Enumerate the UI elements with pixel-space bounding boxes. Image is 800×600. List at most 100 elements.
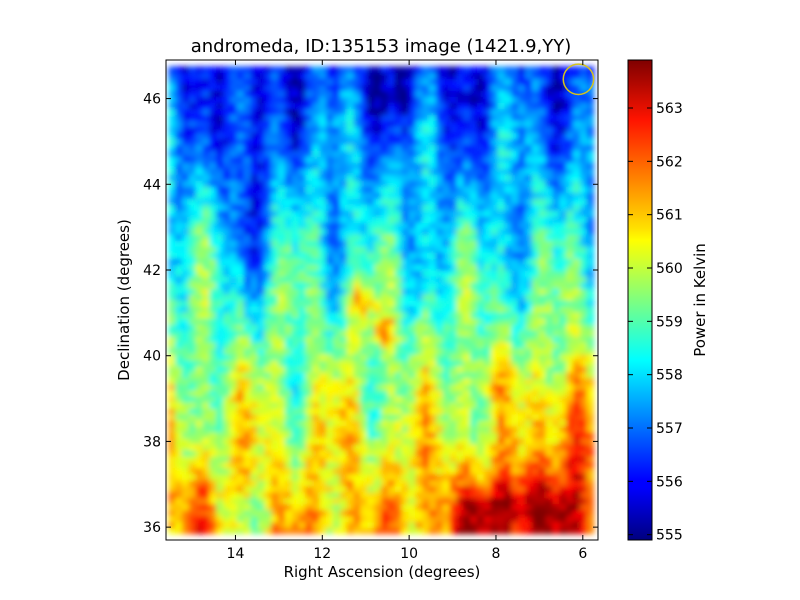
- heatmap-cell: [579, 210, 588, 217]
- heatmap-cell: [428, 102, 437, 109]
- heatmap-cell: [346, 144, 355, 151]
- heatmap-cell: [559, 108, 567, 115]
- heatmap-cell: [181, 210, 190, 217]
- heatmap-cell: [566, 138, 574, 145]
- heatmap-cell: [332, 443, 341, 451]
- heatmap-cell: [243, 527, 252, 535]
- heatmap-cell: [470, 515, 478, 523]
- heatmap-cell: [168, 210, 176, 217]
- heatmap-cell: [367, 240, 375, 247]
- heatmap-cell: [470, 521, 478, 529]
- colorbar-tick-label: 556: [656, 474, 683, 490]
- heatmap-cell: [332, 234, 341, 241]
- heatmap-cell: [483, 305, 492, 313]
- heatmap-cell: [312, 329, 320, 337]
- heatmap-cell: [277, 329, 286, 337]
- heatmap-cell: [236, 240, 245, 247]
- heatmap-cell: [374, 90, 382, 97]
- heatmap-cell: [346, 497, 355, 505]
- heatmap-cell: [415, 300, 423, 307]
- heatmap-cell: [545, 383, 554, 391]
- heatmap-cell: [442, 246, 451, 253]
- heatmap-cell: [387, 120, 396, 127]
- heatmap-cell: [367, 323, 375, 331]
- heatmap-cell: [339, 258, 348, 265]
- heatmap-cell: [298, 305, 307, 313]
- heatmap-cell: [195, 204, 204, 211]
- heatmap-cell: [511, 66, 519, 74]
- heatmap-cell: [483, 66, 492, 74]
- heatmap-cell: [319, 407, 327, 415]
- heatmap-cell: [401, 66, 409, 74]
- heatmap-cell: [394, 359, 403, 367]
- heatmap-cell: [236, 126, 245, 133]
- heatmap-cell: [504, 359, 512, 367]
- heatmap-cell: [284, 383, 293, 391]
- heatmap-cell: [387, 365, 396, 373]
- heatmap-cell: [291, 258, 300, 265]
- heatmap-cell: [202, 126, 210, 133]
- heatmap-cell: [456, 174, 464, 181]
- heatmap-cell: [216, 515, 224, 523]
- heatmap-cell: [586, 264, 595, 271]
- heatmap-cell: [305, 443, 313, 451]
- heatmap-cell: [380, 479, 389, 487]
- heatmap-cell: [209, 216, 217, 223]
- heatmap-cell: [586, 288, 595, 295]
- heatmap-cell: [339, 335, 348, 343]
- heatmap-cell: [552, 180, 560, 187]
- heatmap-cell: [250, 431, 258, 439]
- heatmap-cell: [202, 497, 210, 505]
- heatmap-cell: [312, 515, 320, 523]
- heatmap-cell: [332, 521, 341, 529]
- heatmap-cell: [401, 491, 409, 499]
- heatmap-cell: [360, 353, 368, 361]
- heatmap-cell: [175, 437, 183, 445]
- heatmap-cell: [353, 144, 361, 151]
- heatmap-cell: [538, 192, 547, 199]
- heatmap-cell: [435, 108, 444, 115]
- heatmap-cell: [353, 114, 361, 121]
- heatmap-cell: [483, 270, 492, 277]
- heatmap-cell: [216, 425, 224, 433]
- heatmap-cell: [470, 162, 478, 169]
- heatmap-cell: [449, 168, 457, 175]
- heatmap-cell: [497, 102, 506, 109]
- heatmap-cell: [305, 114, 313, 121]
- heatmap-cell: [476, 389, 485, 397]
- heatmap-cell: [518, 485, 526, 493]
- heatmap-cell: [408, 114, 416, 121]
- heatmap-cell: [545, 78, 554, 85]
- heatmap-cell: [504, 84, 512, 91]
- heatmap-cell: [463, 204, 471, 211]
- heatmap-cell: [229, 150, 238, 157]
- heatmap-cell: [305, 78, 313, 85]
- heatmap-cell: [470, 479, 478, 487]
- heatmap-cell: [312, 395, 320, 403]
- heatmap-cell: [463, 329, 471, 337]
- heatmap-cell: [511, 509, 519, 517]
- heatmap-cell: [552, 300, 560, 307]
- heatmap-cell: [339, 174, 348, 181]
- heatmap-cell: [298, 282, 307, 289]
- heatmap-cell: [531, 455, 540, 463]
- heatmap-cell: [209, 401, 217, 409]
- heatmap-cell: [223, 431, 231, 439]
- heatmap-cell: [175, 329, 183, 337]
- heatmap-cell: [339, 180, 348, 187]
- heatmap-cell: [387, 270, 396, 277]
- heatmap-cell: [346, 491, 355, 499]
- heatmap-cell: [380, 72, 389, 80]
- heatmap-cell: [339, 246, 348, 253]
- heatmap-cell: [319, 198, 327, 205]
- heatmap-cell: [511, 473, 519, 481]
- heatmap-cell: [538, 317, 547, 325]
- heatmap-cell: [374, 186, 382, 193]
- heatmap-cell: [476, 132, 485, 139]
- heatmap-cell: [449, 150, 457, 157]
- heatmap-cell: [531, 365, 540, 373]
- heatmap-cell: [518, 138, 526, 145]
- heatmap-cell: [394, 174, 403, 181]
- heatmap-cell: [223, 329, 231, 337]
- heatmap-cell: [545, 497, 554, 505]
